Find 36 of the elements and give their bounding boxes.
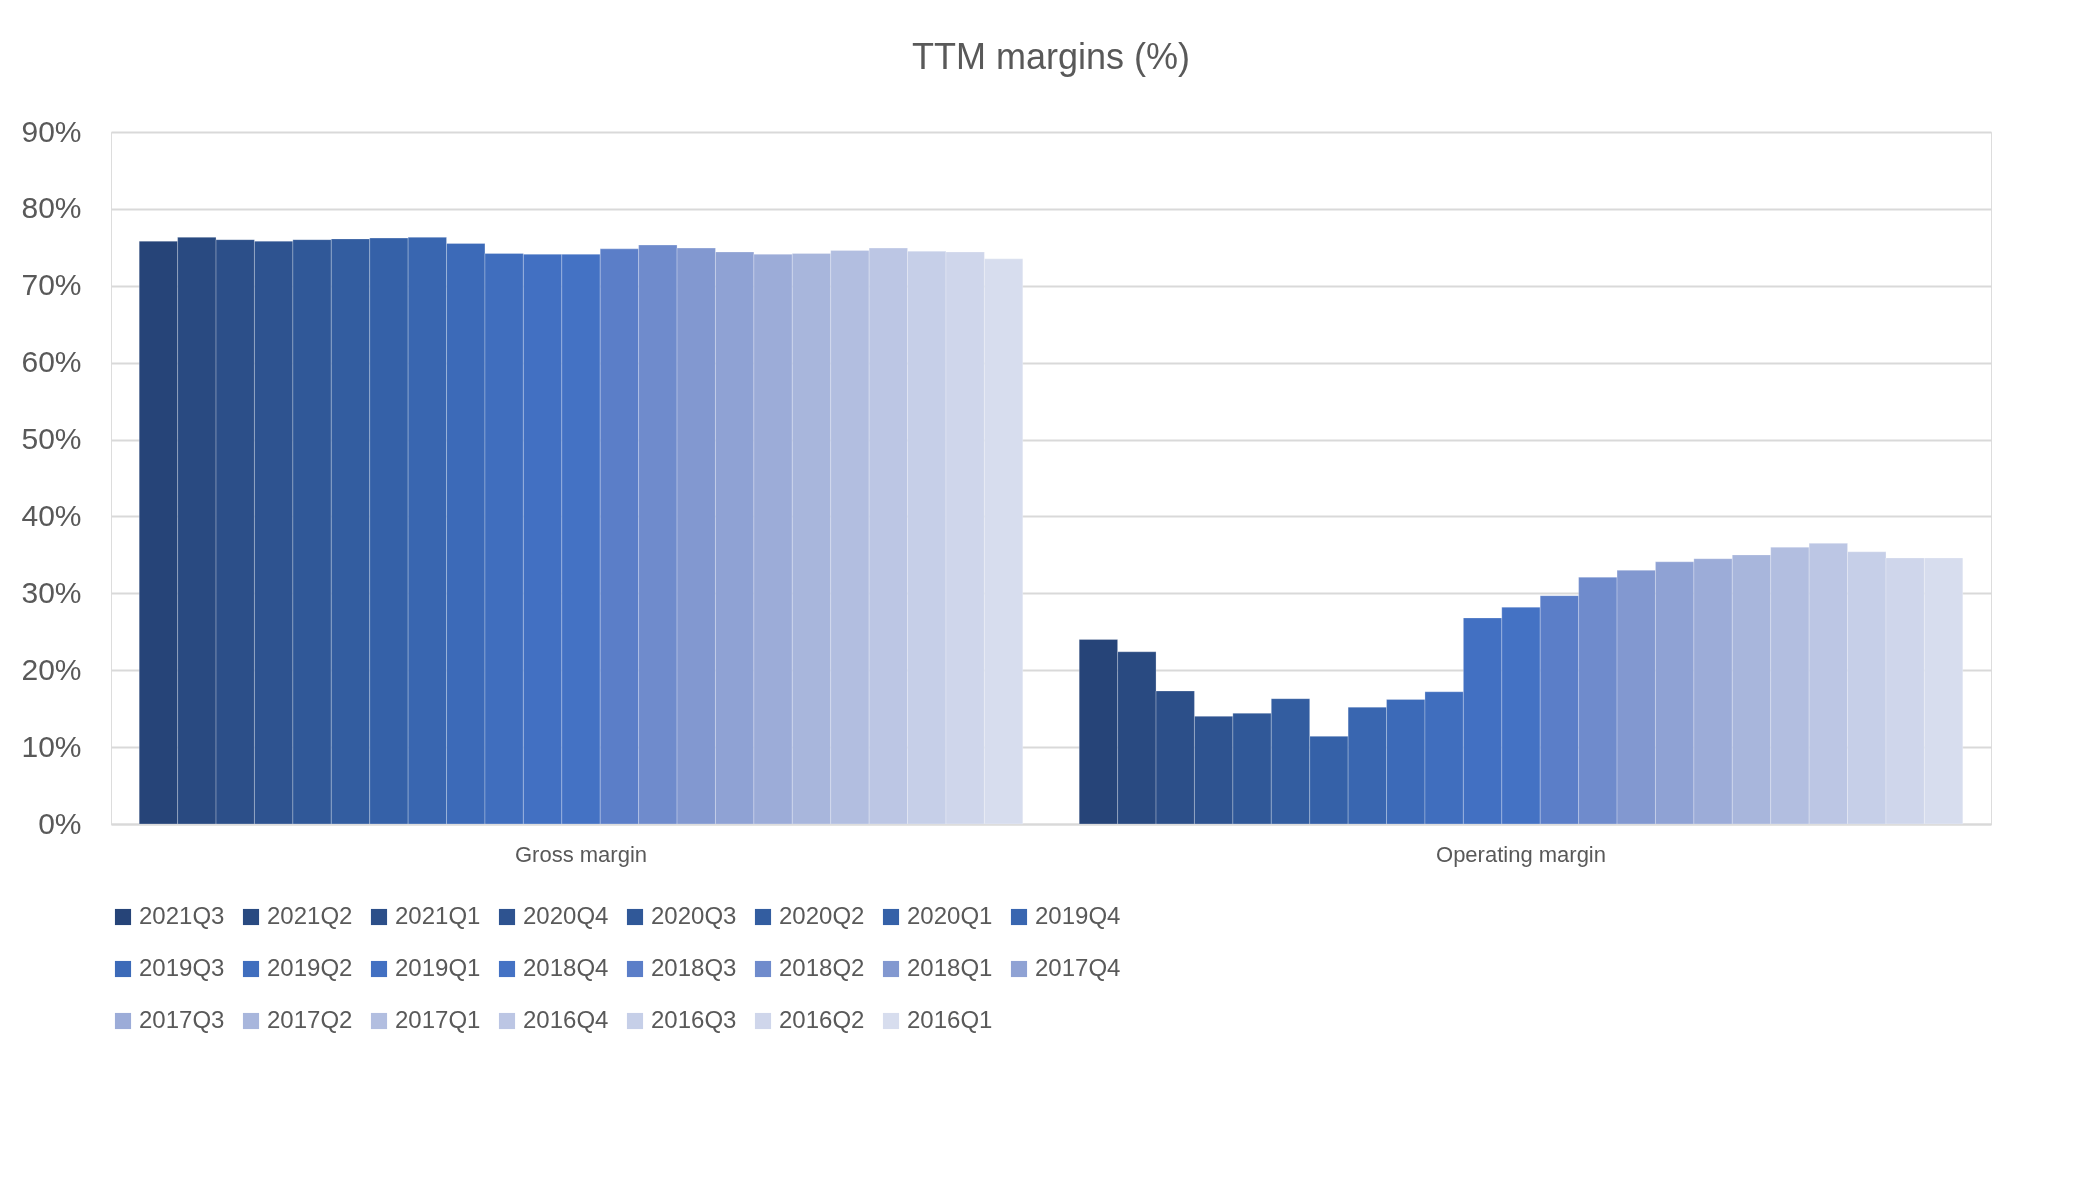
- y-tick-label: 60%: [21, 345, 82, 379]
- legend-label: 2018Q1: [907, 954, 993, 981]
- legend-label: 2018Q3: [651, 954, 737, 981]
- legend-label: 2017Q2: [267, 1006, 353, 1033]
- chart-title: TTM margins (%): [912, 36, 1190, 77]
- legend-label: 2016Q2: [779, 1006, 865, 1033]
- legend-label: 2017Q4: [1035, 954, 1121, 981]
- legend-label: 2016Q3: [651, 1006, 737, 1033]
- legend-label: 2016Q1: [907, 1006, 993, 1033]
- y-tick-label: 90%: [21, 114, 82, 148]
- legend-label: 2021Q1: [395, 902, 481, 929]
- y-tick-label: 20%: [21, 652, 82, 686]
- y-tick-label: 40%: [21, 498, 82, 532]
- y-tick-label: 10%: [21, 729, 82, 763]
- legend-label: 2019Q4: [1035, 902, 1121, 929]
- y-tick-label: 50%: [21, 422, 82, 456]
- legend-label: 2016Q4: [523, 1006, 609, 1033]
- legend-label: 2020Q3: [651, 902, 737, 929]
- legend-label: 2018Q2: [779, 954, 865, 981]
- legend-label: 2021Q2: [267, 902, 353, 929]
- legend-label: 2019Q2: [267, 954, 353, 981]
- legend-label: 2020Q1: [907, 902, 993, 929]
- y-tick-label: 30%: [21, 575, 82, 609]
- legend-label: 2018Q4: [523, 954, 609, 981]
- legend-label: 2017Q3: [139, 1006, 225, 1033]
- y-tick-label: 80%: [21, 191, 82, 225]
- legend-label: 2019Q3: [139, 954, 225, 981]
- y-tick-label: 0%: [38, 806, 82, 840]
- x-tick-label: Gross margin: [514, 841, 648, 867]
- legend-label: 2019Q1: [395, 954, 481, 981]
- legend-label: 2017Q1: [395, 1006, 481, 1033]
- legend-label: 2021Q3: [139, 902, 225, 929]
- legend-label: 2020Q4: [523, 902, 609, 929]
- y-tick-label: 70%: [21, 268, 82, 302]
- legend-label: 2020Q2: [779, 902, 865, 929]
- x-tick-label: Operating margin: [1436, 841, 1606, 867]
